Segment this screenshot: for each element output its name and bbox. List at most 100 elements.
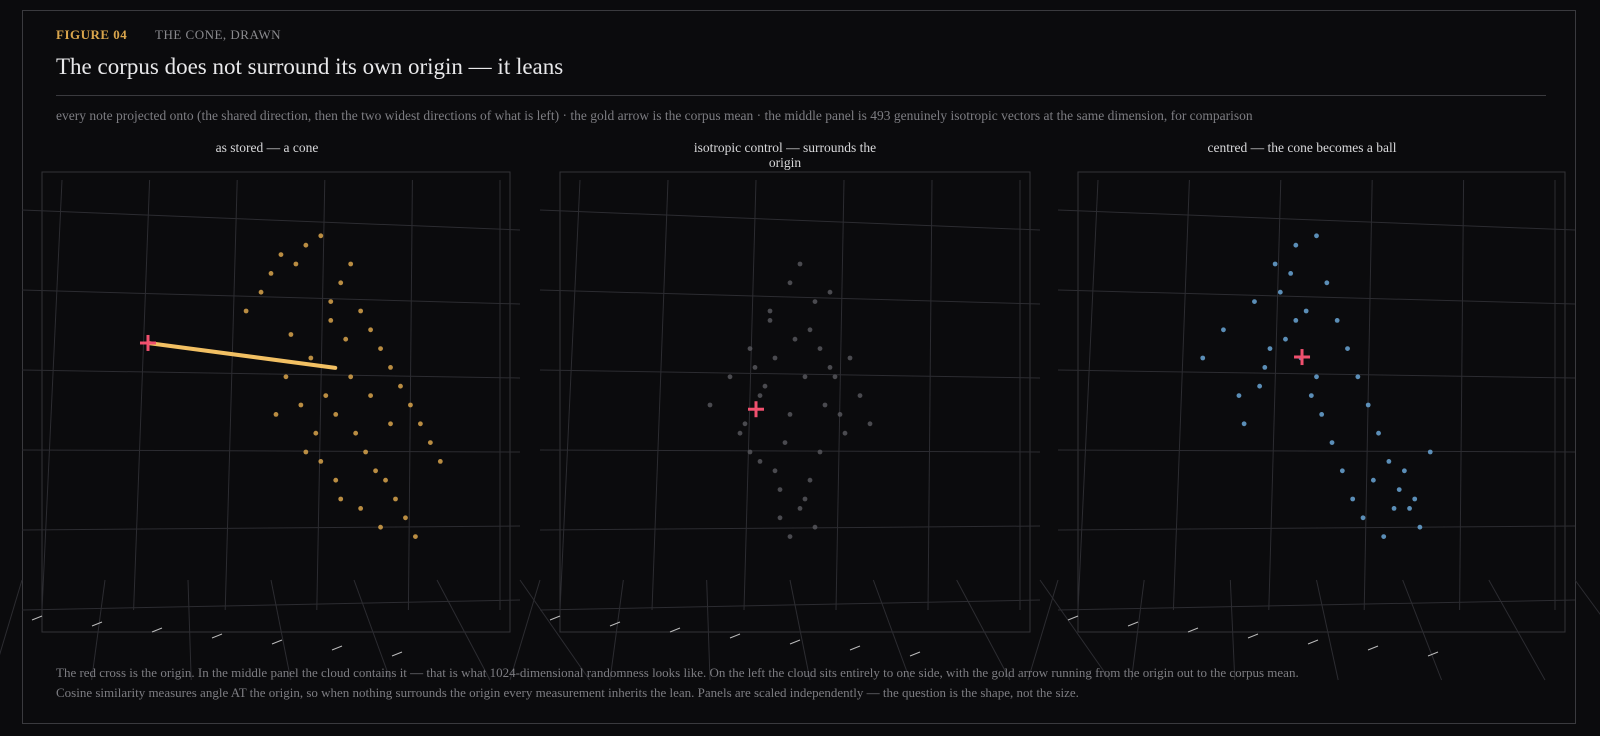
wall-line [316,179,326,611]
point [413,534,418,539]
point [847,355,853,361]
point [817,449,823,455]
wall-line [133,179,151,611]
wall-line [1057,209,1576,231]
point [842,430,848,436]
point [283,374,289,380]
origin-cross [1294,349,1311,366]
point [767,308,773,314]
axis-tick [849,645,861,651]
floor-line [1027,579,1059,681]
point [383,477,388,483]
floor-line [1316,579,1339,681]
point [757,393,763,398]
point [1386,459,1392,464]
point [1308,393,1314,398]
floor-line [1574,579,1600,615]
point [313,430,319,436]
wall-line [1459,179,1465,611]
wall-line [539,525,1041,531]
point [358,506,364,511]
point [867,421,873,427]
wall-line [539,369,1041,379]
footnote: Cosine similarity measures angle AT the … [56,685,1079,700]
floor-line [436,579,491,681]
point [393,496,398,502]
panel-box [1027,171,1600,681]
point [797,506,803,511]
wall-line [539,599,1041,611]
point [767,318,773,323]
wall-line [21,449,521,453]
point [318,233,324,239]
wall-line [835,179,845,611]
point [303,242,309,248]
point [323,393,329,398]
point [1365,402,1371,408]
origin-cross [748,401,764,418]
point [408,402,413,408]
wall-line [1057,289,1576,305]
point [273,412,279,417]
wall-line [651,179,669,611]
point [1200,355,1206,361]
point [293,261,299,267]
point [777,487,783,492]
point [298,402,304,408]
point [1339,468,1345,474]
wall-line [1057,369,1576,379]
axis-tick [151,627,163,633]
point [1288,271,1294,276]
axis-tick [1247,633,1259,639]
point [353,430,359,436]
point [1277,289,1283,295]
point [378,346,383,351]
point [747,346,753,351]
point [792,336,798,342]
wall-line [1057,525,1576,531]
back-wall [41,171,511,633]
panel-title: as stored — a cone [215,140,319,155]
point [358,308,364,314]
panel-box [0,171,591,681]
back-wall [1077,171,1566,633]
point [827,289,833,295]
point [378,524,383,530]
point [1355,374,1361,380]
point [288,332,294,337]
point [787,280,793,286]
point [308,355,314,361]
wall-line [21,369,521,379]
wall-line [21,599,521,611]
axis-tick [609,621,621,627]
point [772,355,778,361]
point [822,402,828,408]
point [1407,506,1412,511]
wall-line [539,209,1041,231]
wall-line [539,449,1041,453]
point [338,496,344,502]
point [752,365,758,370]
point [1236,393,1242,398]
point [1262,365,1268,370]
floor-line [706,579,711,681]
floor-line [789,579,811,681]
floor-line [1039,579,1111,681]
mean-arrow [145,340,338,370]
point [747,449,753,455]
point [1370,477,1376,483]
point [363,449,369,455]
point [757,459,763,464]
point [258,289,264,295]
point [368,393,373,398]
point [807,477,813,483]
point [832,374,838,380]
wall-line [1057,449,1576,453]
point [268,271,274,276]
subtitle: every note projected onto (the shared di… [56,108,1253,123]
panel-title: centred — the cone becomes a ball [1207,140,1397,155]
footnote: The red cross is the origin. In the midd… [56,665,1299,680]
point [343,336,349,342]
